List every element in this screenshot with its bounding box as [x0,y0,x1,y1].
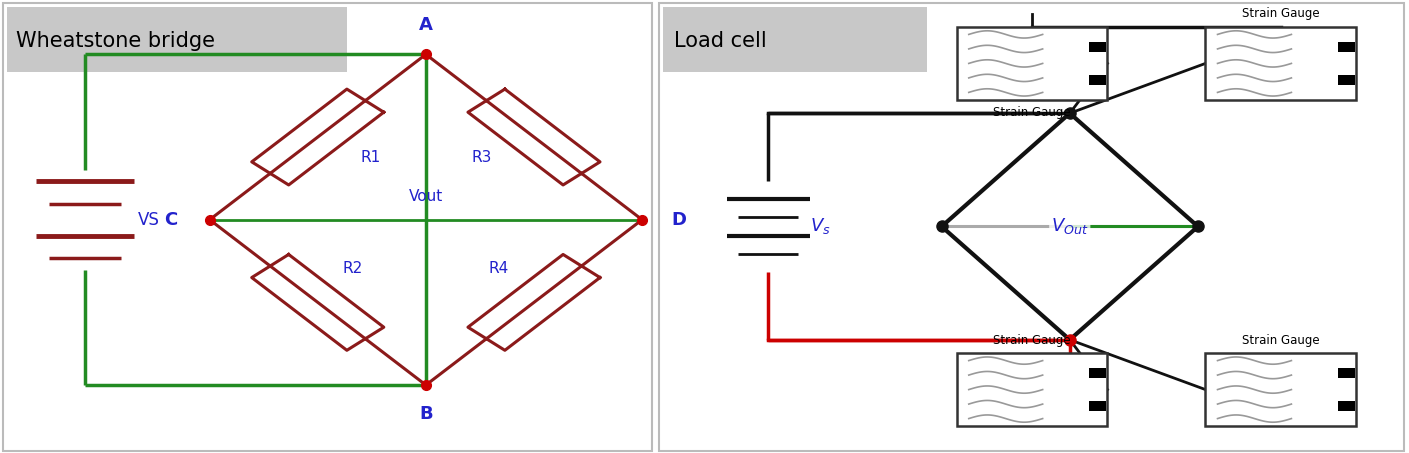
Bar [1206,27,1357,100]
Text: D: D [672,211,686,229]
Text: Wheatstone bridge: Wheatstone bridge [17,31,216,51]
Bar [1339,42,1354,52]
Text: $V_{Out}$: $V_{Out}$ [1051,217,1089,236]
Text: C: C [163,211,178,229]
Bar [1089,368,1106,378]
Text: B: B [418,405,433,424]
Bar [1339,368,1354,378]
Bar [1206,353,1357,426]
Text: Strain Gauge: Strain Gauge [993,106,1071,120]
Bar [957,353,1107,426]
Bar [1339,401,1354,411]
Bar [1089,75,1106,85]
Text: $V_s$: $V_s$ [810,217,830,236]
Text: R2: R2 [342,261,364,276]
Text: VS: VS [138,211,159,229]
Text: R3: R3 [471,150,492,165]
Bar [957,27,1107,100]
Bar [7,7,347,72]
Text: Strain Gauge: Strain Gauge [993,333,1071,347]
Text: Strain Gauge: Strain Gauge [1243,7,1320,20]
Bar [662,7,927,72]
Bar [1089,42,1106,52]
Text: R1: R1 [361,150,380,165]
Text: Vout: Vout [409,189,442,204]
Text: R4: R4 [489,261,509,276]
Bar [1089,401,1106,411]
Text: A: A [418,16,433,34]
Text: Load cell: Load cell [674,31,766,51]
Text: Strain Gauge: Strain Gauge [1243,333,1320,347]
Bar [1339,75,1354,85]
